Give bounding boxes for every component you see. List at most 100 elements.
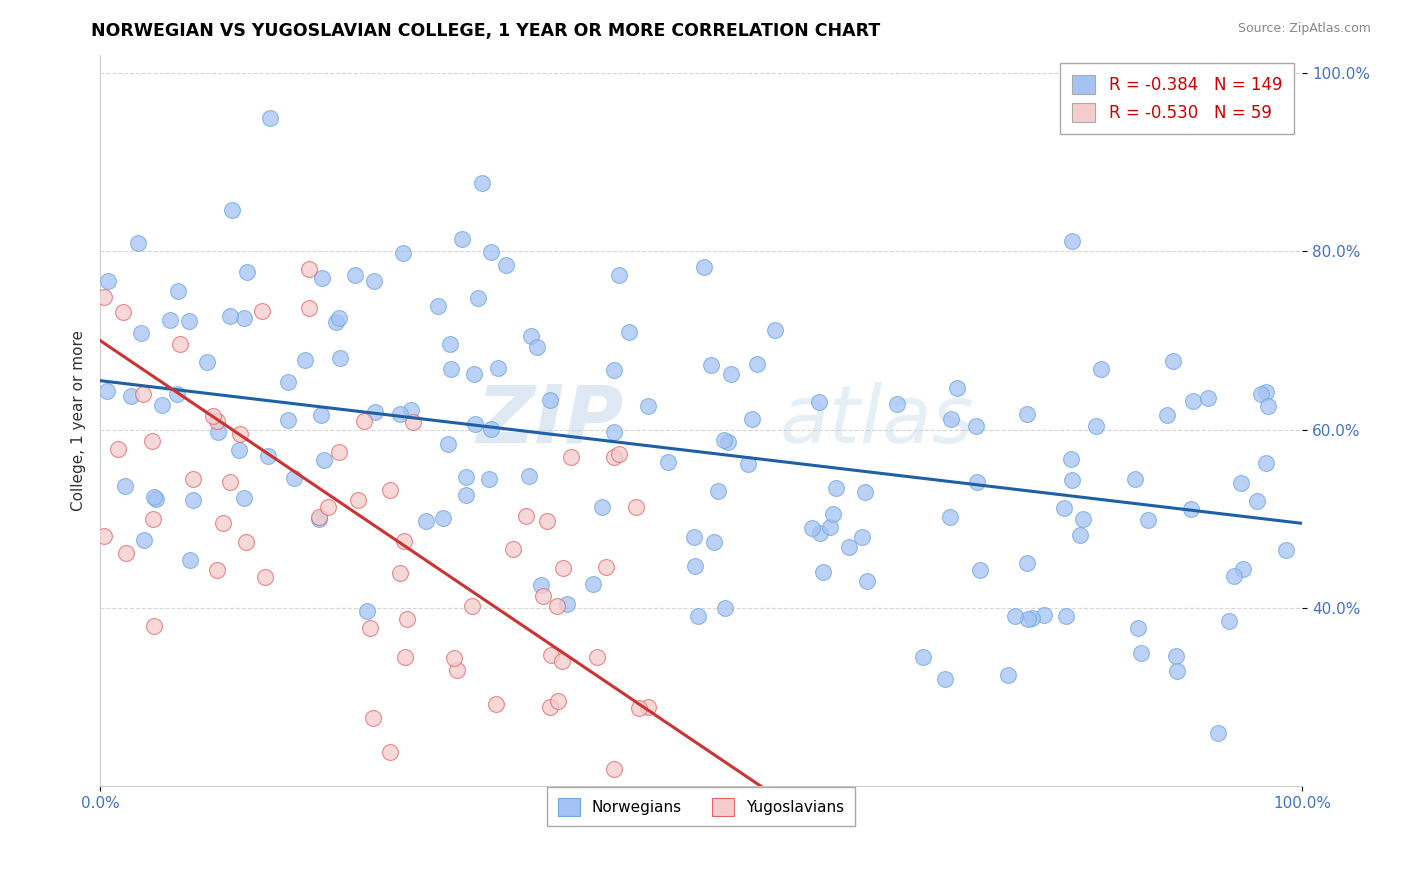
Point <box>1257 399 1279 413</box>
Point <box>1126 622 1149 636</box>
Text: Source: ZipAtlas.com: Source: ZipAtlas.com <box>1237 22 1371 36</box>
Point <box>388 566 411 580</box>
Point <box>1250 387 1272 401</box>
Point <box>181 472 204 486</box>
Point <box>1232 562 1254 576</box>
Point <box>1017 611 1039 625</box>
Point <box>551 654 574 668</box>
Point <box>440 361 463 376</box>
Point <box>1017 556 1039 570</box>
Point <box>141 434 163 448</box>
Point <box>461 599 484 613</box>
Point <box>997 667 1019 681</box>
Point <box>316 500 339 515</box>
Point <box>969 563 991 577</box>
Point <box>693 260 716 275</box>
Point <box>946 381 969 395</box>
Point <box>479 422 502 436</box>
Point <box>97 274 120 288</box>
Point <box>277 412 299 426</box>
Point <box>808 525 831 540</box>
Point <box>314 453 336 467</box>
Point <box>1156 409 1178 423</box>
Point <box>235 534 257 549</box>
Point <box>1206 726 1229 740</box>
Point <box>250 303 273 318</box>
Point <box>439 337 461 351</box>
Point <box>363 711 385 725</box>
Text: ZIP: ZIP <box>475 382 623 459</box>
Point <box>526 340 548 354</box>
Point <box>603 425 626 440</box>
Legend: Norwegians, Yugoslavians: Norwegians, Yugoslavians <box>547 788 855 826</box>
Point <box>485 697 508 711</box>
Point <box>911 650 934 665</box>
Point <box>637 700 659 714</box>
Point <box>115 546 138 560</box>
Point <box>1130 647 1153 661</box>
Point <box>277 375 299 389</box>
Point <box>467 291 489 305</box>
Point <box>134 533 156 548</box>
Point <box>344 268 367 283</box>
Point <box>426 299 449 313</box>
Point <box>1073 511 1095 525</box>
Point <box>720 368 742 382</box>
Point <box>685 558 707 573</box>
Point <box>195 355 218 369</box>
Point <box>479 245 502 260</box>
Point <box>531 589 554 603</box>
Point <box>1218 614 1240 628</box>
Point <box>560 450 582 464</box>
Point <box>328 311 350 326</box>
Point <box>941 412 963 426</box>
Point <box>169 336 191 351</box>
Point <box>965 418 987 433</box>
Point <box>586 650 609 665</box>
Point <box>713 433 735 447</box>
Point <box>294 353 316 368</box>
Point <box>939 509 962 524</box>
Point <box>443 651 465 665</box>
Point <box>1246 494 1268 508</box>
Point <box>378 483 401 497</box>
Point <box>394 650 416 665</box>
Point <box>363 274 385 288</box>
Point <box>96 384 118 398</box>
Point <box>142 512 165 526</box>
Point <box>207 564 229 578</box>
Point <box>283 471 305 485</box>
Point <box>553 561 575 575</box>
Point <box>142 619 165 633</box>
Point <box>127 235 149 250</box>
Point <box>380 744 402 758</box>
Point <box>1222 569 1244 583</box>
Point <box>328 445 350 459</box>
Point <box>201 409 224 423</box>
Point <box>546 599 568 613</box>
Point <box>399 402 422 417</box>
Point <box>801 521 824 535</box>
Point <box>1053 500 1076 515</box>
Point <box>356 604 378 618</box>
Point <box>359 621 381 635</box>
Point <box>143 490 166 504</box>
Point <box>737 457 759 471</box>
Point <box>1123 472 1146 486</box>
Point <box>609 447 631 461</box>
Point <box>502 542 524 557</box>
Point <box>619 325 641 339</box>
Point <box>228 442 250 457</box>
Point <box>131 326 153 340</box>
Point <box>298 301 321 316</box>
Point <box>232 310 254 325</box>
Point <box>392 533 415 548</box>
Point <box>1085 419 1108 434</box>
Point <box>536 515 558 529</box>
Point <box>353 414 375 428</box>
Point <box>167 284 190 298</box>
Point <box>934 672 956 686</box>
Point <box>402 415 425 429</box>
Point <box>145 491 167 506</box>
Point <box>824 481 846 495</box>
